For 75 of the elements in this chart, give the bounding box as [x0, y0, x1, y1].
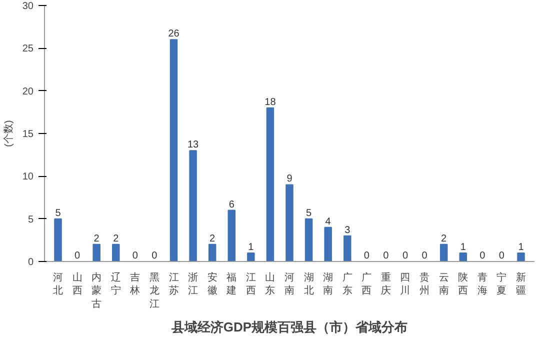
x-tick-label: 云南 [438, 272, 449, 297]
bar [170, 39, 178, 262]
bar [459, 252, 467, 262]
data-label: 6 [228, 199, 235, 210]
y-axis-title: (个数) [2, 120, 14, 147]
x-tick-label: 重庆 [380, 272, 391, 297]
x-tick-label: 内蒙古 [92, 272, 102, 310]
bar [304, 218, 313, 262]
data-label: 2 [210, 233, 216, 244]
x-tick-label: 浙江 [188, 272, 198, 297]
data-label: 0 [498, 250, 505, 262]
x-tick-label: 河南 [284, 272, 294, 297]
data-label: 2 [94, 233, 100, 244]
data-label: 2 [113, 233, 120, 244]
data-label: 18 [264, 96, 276, 108]
x-tick-label: 四川 [400, 272, 410, 297]
data-label: 0 [364, 250, 370, 262]
x-tick-label: 山东 [265, 272, 276, 297]
x-tick-label: 吉林 [129, 272, 140, 297]
data-label: 1 [518, 242, 524, 253]
x-tick-label: 江西 [246, 272, 256, 297]
bar [266, 107, 274, 262]
data-label: 4 [325, 216, 332, 228]
y-tick-label: 5 [28, 214, 34, 226]
x-tick-label: 陕西 [458, 272, 468, 297]
x-tick-label: 湖北 [304, 272, 314, 297]
data-label: 0 [152, 250, 158, 262]
y-tick-label: 10 [22, 172, 34, 183]
data-label: 2 [441, 233, 448, 244]
data-label: 1 [248, 242, 254, 253]
data-label: 5 [55, 208, 62, 219]
x-tick-label: 福建 [226, 272, 237, 297]
x-tick-label: 青海 [477, 272, 488, 297]
bar [189, 150, 197, 262]
x-tick-label: 湖南 [323, 272, 334, 297]
bar [344, 235, 352, 262]
x-tick-label: 山西 [72, 272, 82, 297]
y-tick-label: 20 [22, 86, 34, 98]
y-tick-label: 15 [22, 129, 34, 140]
x-tick-label: 江苏 [168, 272, 179, 297]
data-label: 0 [383, 250, 390, 262]
data-label: 26 [168, 28, 180, 40]
x-tick-label: 广东 [342, 272, 352, 297]
bar [54, 218, 62, 262]
x-tick-label: 宁夏 [496, 272, 507, 297]
y-tick-label: 25 [22, 44, 34, 55]
bar [286, 184, 294, 262]
data-label: 9 [286, 174, 293, 185]
data-label: 0 [480, 250, 486, 262]
data-label: 3 [344, 224, 351, 236]
y-tick-label: 0 [28, 257, 34, 268]
bar [92, 244, 100, 262]
bar [517, 252, 525, 262]
data-label: 0 [74, 250, 81, 262]
data-label: 0 [422, 250, 428, 262]
data-label: 13 [187, 140, 200, 151]
data-label: 0 [402, 250, 408, 262]
x-tick-label: 广西 [362, 272, 372, 297]
bar [324, 226, 332, 262]
y-tick-label: 30 [22, 1, 34, 12]
data-label: 1 [460, 242, 466, 253]
data-label: 0 [132, 250, 138, 262]
x-tick-label: 辽宁 [110, 272, 121, 297]
bar [112, 244, 120, 262]
x-tick-label: 贵州 [420, 272, 430, 297]
x-tick-label: 新疆 [516, 272, 526, 297]
text: 县域经济GDP规模百强县（市）省域分布 [170, 320, 408, 334]
bar [247, 252, 255, 262]
data-label: 5 [306, 208, 312, 219]
bar [228, 210, 236, 262]
bar [440, 244, 448, 262]
x-tick-label: 黑龙江 [149, 272, 160, 310]
bar [208, 244, 216, 262]
x-tick-label: 河北 [53, 272, 64, 297]
x-tick-label: 安徽 [207, 272, 218, 297]
